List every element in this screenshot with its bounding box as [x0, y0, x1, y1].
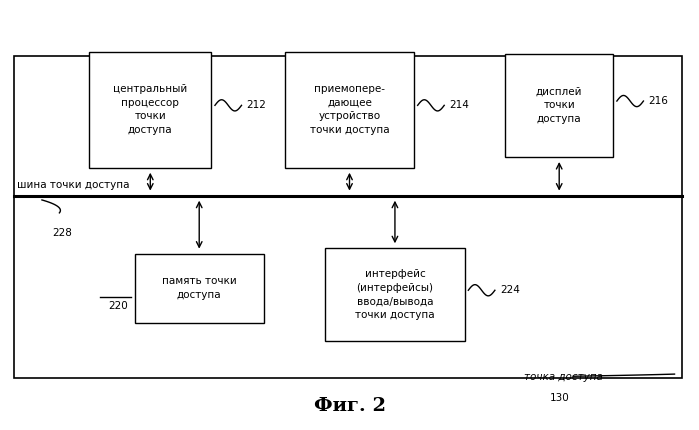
Bar: [505, 54, 614, 157]
Text: 212: 212: [246, 100, 266, 111]
Text: точка доступа: точка доступа: [524, 372, 603, 382]
Text: шина точки доступа: шина точки доступа: [17, 180, 130, 190]
Text: центральный
процессор
точки
доступа: центральный процессор точки доступа: [113, 84, 187, 135]
Text: 130: 130: [549, 393, 569, 403]
Text: дисплей
точки
доступа: дисплей точки доступа: [536, 87, 582, 124]
Text: 216: 216: [649, 96, 668, 106]
Bar: [89, 52, 211, 168]
Text: 214: 214: [449, 100, 469, 111]
Text: память точки
доступа: память точки доступа: [162, 276, 236, 300]
Text: приемопере-
дающее
устройство
точки доступа: приемопере- дающее устройство точки дост…: [310, 84, 389, 135]
Bar: [14, 56, 682, 378]
Bar: [325, 248, 465, 341]
Text: 220: 220: [108, 301, 128, 311]
Text: интерфейс
(интерфейсы)
ввода/вывода
точки доступа: интерфейс (интерфейсы) ввода/вывода точк…: [355, 269, 435, 320]
Text: 228: 228: [52, 228, 72, 238]
Text: 224: 224: [500, 285, 519, 295]
Text: Фиг. 2: Фиг. 2: [313, 397, 386, 415]
Bar: [134, 254, 264, 322]
Bar: [285, 52, 414, 168]
